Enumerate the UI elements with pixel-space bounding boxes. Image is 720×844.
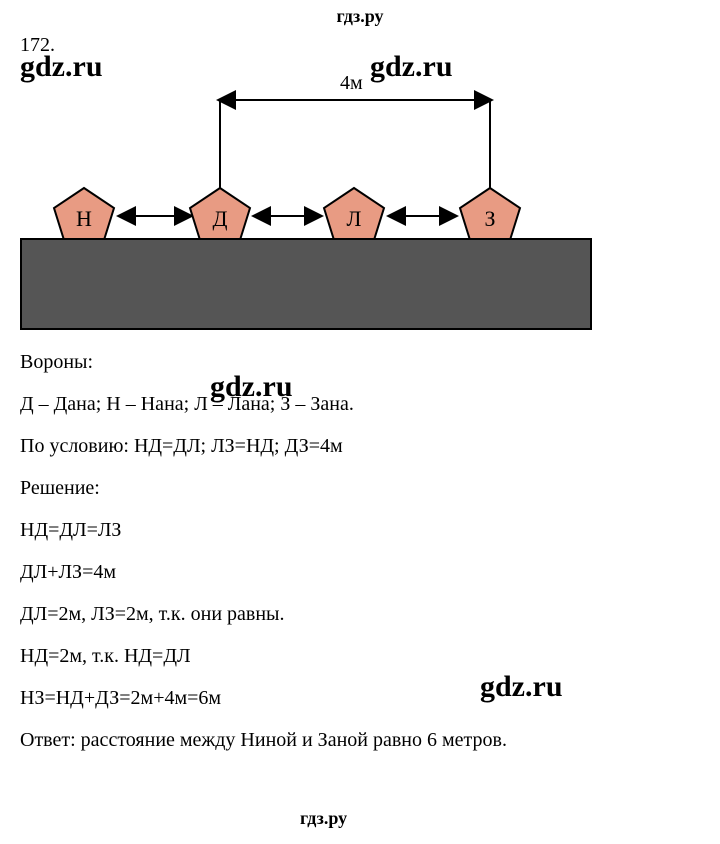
dimension-label: 4м <box>340 72 363 95</box>
solution-line: Д – Дана; Н – Нана; Л – Лана; З – Зана. <box>20 392 700 416</box>
solution-text: Вороны: Д – Дана; Н – Нана; Л – Лана; З … <box>20 350 700 770</box>
solution-line: По условию: НД=ДЛ; ЛЗ=НД; ДЗ=4м <box>20 434 700 458</box>
pentagon-shape: З <box>456 186 524 246</box>
solution-line: Решение: <box>20 476 700 500</box>
solution-line: ДЛ=2м, ЛЗ=2м, т.к. они равны. <box>20 602 700 626</box>
watermark-text: гдз.ру <box>300 808 347 829</box>
solution-line: НД=ДЛ=ЛЗ <box>20 518 700 542</box>
pentagon-shape: Н <box>50 186 118 246</box>
pentagon-label: Д <box>186 206 254 232</box>
pentagon-label: Н <box>50 206 118 232</box>
fence-shape <box>20 238 592 330</box>
problem-diagram: 4м Н Д Л З <box>20 70 588 330</box>
solution-line: ДЛ+ЛЗ=4м <box>20 560 700 584</box>
solution-line: Вороны: <box>20 350 700 374</box>
dimension-arrows-icon <box>20 70 588 190</box>
pentagon-shape: Д <box>186 186 254 246</box>
solution-line: Ответ: расстояние между Ниной и Заной ра… <box>20 728 700 752</box>
page-header: гдз.ру <box>0 6 720 27</box>
pentagon-label: З <box>456 206 524 232</box>
pentagon-shape: Л <box>320 186 388 246</box>
solution-line: НЗ=НД+ДЗ=2м+4м=6м <box>20 686 700 710</box>
solution-line: НД=2м, т.к. НД=ДЛ <box>20 644 700 668</box>
pentagon-label: Л <box>320 206 388 232</box>
